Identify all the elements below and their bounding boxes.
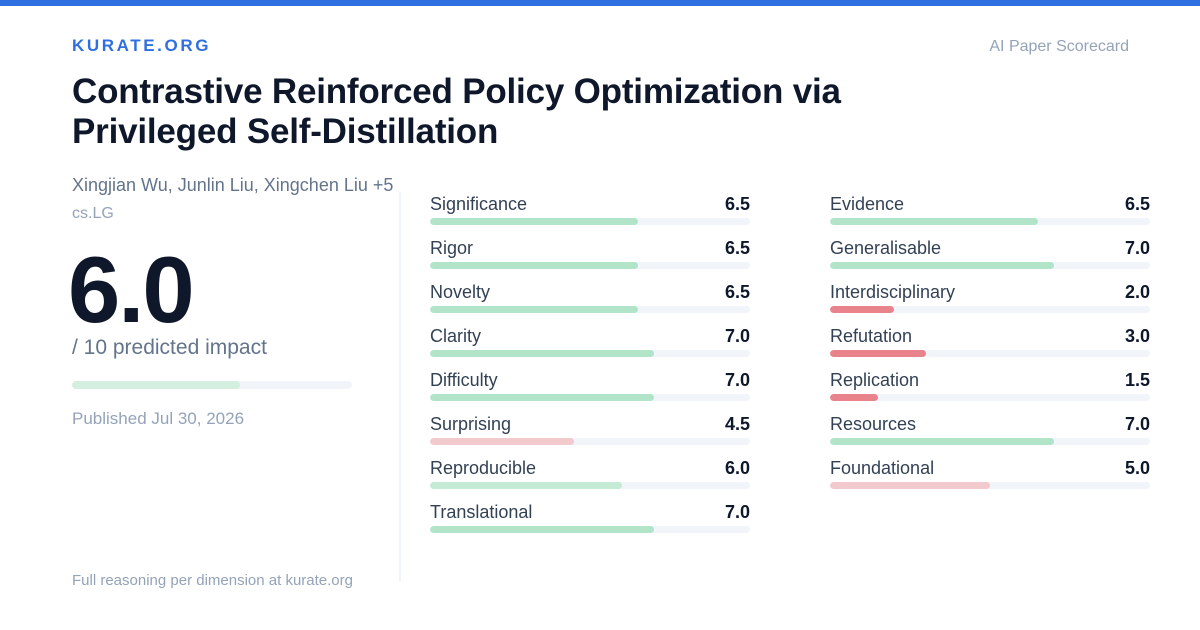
dimension-bar-fill — [430, 438, 574, 445]
dimension-bar-fill — [430, 350, 654, 357]
dimension-bar — [830, 438, 1150, 445]
dimension-value: 5.0 — [1124, 458, 1150, 478]
dimension-label: Evidence — [830, 194, 905, 214]
dimension-row: Significance 6.5 — [430, 193, 750, 237]
dimension-bar-fill — [830, 218, 1038, 225]
dimension-bar — [430, 482, 750, 489]
dimension-label: Interdisciplinary — [830, 282, 956, 302]
dimension-label: Refutation — [830, 326, 913, 346]
dimension-value: 6.5 — [724, 238, 750, 258]
dimension-bar — [430, 350, 750, 357]
dimension-bar — [430, 394, 750, 401]
dimension-row: Evidence 6.5 — [830, 193, 1150, 237]
dimension-row: Surprising 4.5 — [430, 413, 750, 457]
dimension-label: Clarity — [430, 326, 482, 346]
dimension-row: Novelty 6.5 — [430, 281, 750, 325]
dimension-row: Refutation 3.0 — [830, 325, 1150, 369]
dimension-bar — [830, 350, 1150, 357]
dimension-value: 7.0 — [724, 326, 750, 346]
dimension-bar — [830, 306, 1150, 313]
dimension-bar-fill — [830, 262, 1054, 269]
dimension-bar — [430, 526, 750, 533]
dimension-bar-fill — [830, 438, 1054, 445]
dimension-label: Surprising — [430, 414, 512, 434]
impact-bar — [72, 381, 352, 389]
dimension-value: 7.0 — [1124, 414, 1150, 434]
paper-category: cs.LG — [72, 205, 114, 222]
dimension-row: Rigor 6.5 — [430, 237, 750, 281]
dimension-row: Foundational 5.0 — [830, 457, 1150, 501]
dimension-bar-fill — [430, 482, 622, 489]
dimension-row: Replication 1.5 — [830, 369, 1150, 413]
dimension-bar-fill — [430, 526, 654, 533]
tagline: AI Paper Scorecard — [989, 38, 1129, 55]
footer-note: Full reasoning per dimension at kurate.o… — [72, 572, 353, 589]
dimension-bar-fill — [830, 394, 878, 401]
dimension-value: 7.0 — [724, 502, 750, 522]
dimension-label: Foundational — [830, 458, 935, 478]
dimension-label: Translational — [430, 502, 533, 522]
dimension-row: Difficulty 7.0 — [430, 369, 750, 413]
dimension-label: Reproducible — [430, 458, 537, 478]
dimension-row: Translational 7.0 — [430, 501, 750, 545]
brand-logo[interactable]: KURATE.ORG — [72, 36, 212, 55]
dimension-value: 4.5 — [724, 414, 750, 434]
dimension-list-left: Significance 6.5 Rigor 6.5 Novelty 6.5 Clarity… — [430, 193, 750, 545]
dimension-value: 6.5 — [724, 282, 750, 302]
dimension-row: Clarity 7.0 — [430, 325, 750, 369]
dimension-row: Reproducible 6.0 — [430, 457, 750, 501]
dimension-bar-fill — [430, 262, 638, 269]
dimension-bar — [830, 482, 1150, 489]
paper-title: Contrastive Reinforced Policy Optimizati… — [72, 72, 841, 151]
dimension-bar — [430, 438, 750, 445]
dimension-label: Resources — [830, 414, 917, 434]
dimension-bar — [430, 218, 750, 225]
dimension-value: 6.0 — [724, 458, 750, 478]
dimension-row: Interdisciplinary 2.0 — [830, 281, 1150, 325]
dimension-value: 6.5 — [1124, 194, 1150, 214]
published-date: Published Jul 30, 2026 — [72, 409, 245, 428]
dimension-row: Resources 7.0 — [830, 413, 1150, 457]
dimension-bar — [830, 262, 1150, 269]
overall-score: 6.0 — [68, 237, 195, 342]
dimension-value: 1.5 — [1124, 370, 1150, 390]
dimension-label: Difficulty — [430, 370, 498, 390]
dimension-label: Significance — [430, 194, 528, 214]
dimension-value: 3.0 — [1124, 326, 1150, 346]
dimension-label: Rigor — [430, 238, 474, 258]
impact-bar-fill — [72, 381, 240, 389]
dimension-bar — [430, 306, 750, 313]
paper-authors: Xingjian Wu, Junlin Liu, Xingchen Liu +5 — [72, 175, 394, 195]
dimension-bar — [830, 218, 1150, 225]
dimension-label: Generalisable — [830, 238, 942, 258]
score-caption: / 10 predicted impact — [72, 336, 267, 359]
top-accent-bar — [0, 0, 1200, 6]
dimension-value: 7.0 — [724, 370, 750, 390]
dimension-label: Novelty — [430, 282, 491, 302]
dimension-bar-fill — [830, 482, 990, 489]
dimension-bar-fill — [430, 394, 654, 401]
column-divider — [399, 192, 401, 582]
dimension-bar-fill — [430, 218, 638, 225]
dimension-label: Replication — [830, 370, 920, 390]
dimension-bar-fill — [430, 306, 638, 313]
dimension-row: Generalisable 7.0 — [830, 237, 1150, 281]
dimension-value: 6.5 — [724, 194, 750, 214]
dimension-list-right: Evidence 6.5 Generalisable 7.0 Interdiscipli… — [830, 193, 1150, 501]
dimension-bar-fill — [830, 306, 894, 313]
dimension-value: 7.0 — [1124, 238, 1150, 258]
dimension-value: 2.0 — [1124, 282, 1150, 302]
dimension-bar — [830, 394, 1150, 401]
dimension-bar-fill — [830, 350, 926, 357]
dimension-bar — [430, 262, 750, 269]
